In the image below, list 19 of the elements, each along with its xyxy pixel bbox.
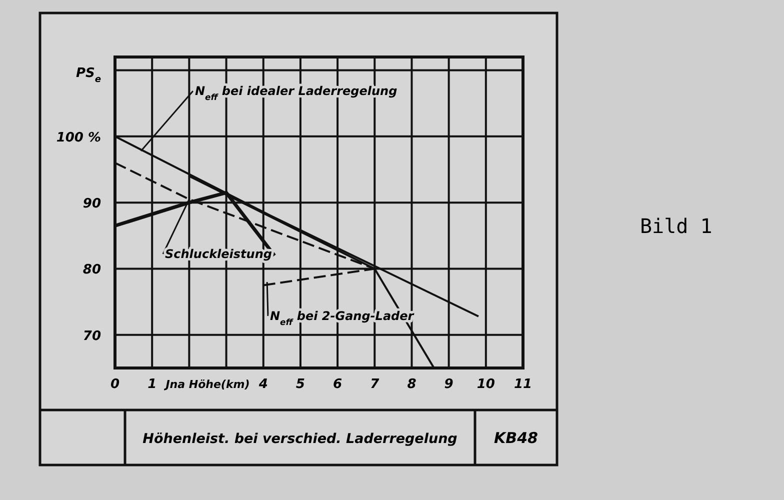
x-tick-label: 6 — [333, 377, 342, 392]
text: Höhenleist. bei verschied. Laderregelung — [142, 431, 458, 447]
x-tick-label: 5 — [296, 377, 305, 392]
x-tick-label: 8 — [407, 377, 416, 392]
y-tick-label: 100 % — [56, 130, 101, 146]
x-tick-label: 1 — [148, 377, 157, 392]
y-axis-title: PS$_{e}$ — [76, 66, 101, 85]
x-tick-label: 9 — [444, 377, 454, 392]
y-tick-label: 80 — [82, 262, 101, 278]
x-tick-label: 11 — [514, 377, 532, 392]
y-tick-label: 90 — [82, 196, 101, 212]
x-tick-label: 7 — [370, 377, 380, 392]
x-axis-title: Jna Höhe(km) — [164, 378, 250, 391]
x-tick-label: 10 — [476, 377, 495, 392]
x-tick-label: 4 — [258, 377, 268, 392]
text: KB48 — [494, 429, 538, 447]
text: Bild 1 — [640, 214, 712, 238]
x-tick-label: 0 — [110, 377, 120, 392]
y-tick-label: 70 — [82, 328, 101, 344]
